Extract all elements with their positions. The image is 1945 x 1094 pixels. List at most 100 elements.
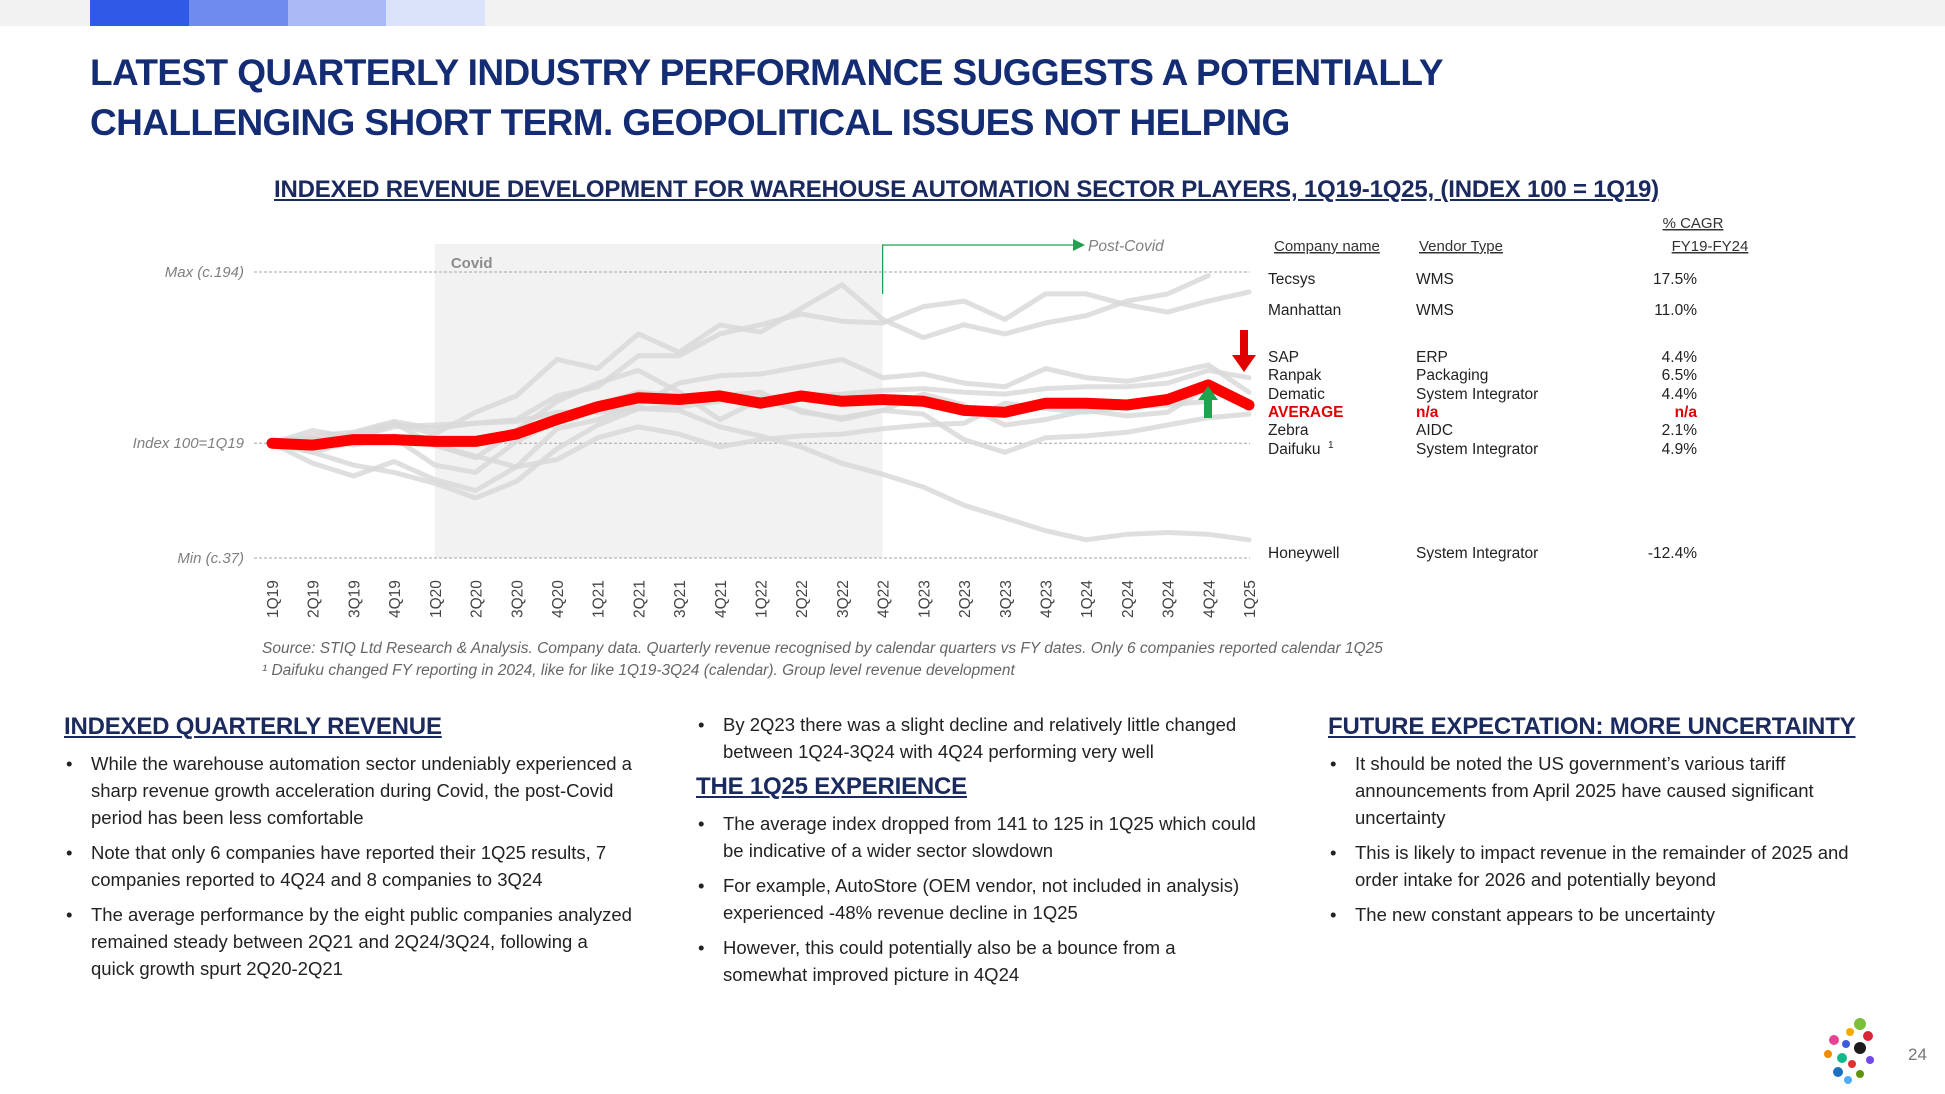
page-title: LATEST QUARTERLY INDUSTRY PERFORMANCE SU…: [90, 48, 1590, 148]
x-tick-label: 4Q20: [550, 580, 567, 618]
x-tick-label: 4Q23: [1038, 580, 1055, 618]
legend-company-name: Zebra: [1268, 422, 1309, 439]
x-tick-label: 4Q24: [1201, 580, 1218, 618]
legend-cagr-value: 11.0%: [1654, 302, 1697, 319]
right-bullet: The new constant appears to be uncertain…: [1328, 901, 1868, 928]
post-covid-bracket: [881, 244, 1075, 294]
x-tick-label: 3Q20: [509, 580, 526, 618]
page-title-line-1: LATEST QUARTERLY INDUSTRY PERFORMANCE SU…: [90, 52, 1444, 93]
middle-bullet: For example, AutoStore (OEM vendor, not …: [696, 872, 1256, 926]
series-line-honeywell: [269, 406, 1252, 543]
top-accent-bar: [0, 0, 1945, 26]
legend-company-name: AVERAGE: [1268, 404, 1344, 421]
legend-cagr-value: 6.5%: [1662, 367, 1698, 384]
chart-title: INDEXED REVENUE DEVELOPMENT FOR WAREHOUS…: [274, 176, 1659, 203]
indexed-revenue-chart: Covid Max (c.194) Index 100=1Q19 Min (c.37)…: [133, 215, 1749, 618]
legend-company-name: SAP: [1268, 349, 1299, 366]
post-covid-label: Post-Covid: [1088, 238, 1165, 255]
legend-vendor-type: System Integrator: [1416, 545, 1538, 562]
x-tick-label: 1Q19: [265, 580, 282, 618]
legend-vendor-type: AIDC: [1416, 422, 1453, 439]
left-column-heading: INDEXED QUARTERLY REVENUE: [64, 713, 442, 740]
source-line-1: Source: STIQ Ltd Research & Analysis. Co…: [262, 640, 1383, 657]
x-tick-label: 2Q19: [306, 580, 323, 618]
accent-segment: [189, 0, 288, 26]
legend-vendor-type: n/a: [1416, 404, 1439, 421]
legend-vendor-type: WMS: [1416, 271, 1454, 288]
left-bullet: Note that only 6 companies have reported…: [64, 839, 634, 893]
legend-vendor-type: ERP: [1416, 349, 1448, 366]
legend-company-name: Honeywell: [1268, 545, 1340, 562]
cagr-header-line-1: % CAGR: [1663, 215, 1724, 232]
cagr-header-line-2: FY19-FY24: [1672, 238, 1749, 255]
series-line-manhattan: [269, 289, 1252, 446]
x-tick-label: 3Q21: [672, 580, 689, 618]
post-covid-arrow-icon: [1073, 239, 1085, 251]
x-tick-label: 2Q23: [957, 580, 974, 618]
source-note: Source: STIQ Ltd Research & Analysis. Co…: [262, 638, 1383, 682]
page-number: 24: [1908, 1045, 1927, 1064]
accent-segment: [288, 0, 386, 26]
up-arrow-icon: [1198, 386, 1218, 418]
x-tick-label: 2Q22: [794, 580, 811, 618]
legend-vendor-type: System Integrator: [1416, 441, 1538, 458]
middle-top-bullet: By 2Q23 there was a slight decline and r…: [696, 711, 1256, 765]
legend-vendor-type: System Integrator: [1416, 386, 1538, 403]
middle-column-heading: THE 1Q25 EXPERIENCE: [696, 773, 967, 800]
legend-cagr-value: 2.1%: [1662, 422, 1698, 439]
legend-cagr-value: 4.4%: [1662, 349, 1698, 366]
x-tick-label: 2Q24: [1120, 580, 1137, 618]
reference-line-label: Max (c.194): [165, 264, 244, 281]
vendor-type-header: Vendor Type: [1419, 238, 1503, 255]
legend-company-name: Dematic: [1268, 386, 1325, 403]
legend-company-name: Ranpak: [1268, 367, 1322, 384]
x-tick-label: 1Q22: [754, 580, 771, 618]
covid-region-label: Covid: [451, 255, 493, 272]
x-tick-label: 3Q24: [1161, 580, 1178, 618]
accent-segment: [90, 0, 189, 26]
legend-vendor-type: WMS: [1416, 302, 1454, 319]
left-bullet: The average performance by the eight pub…: [64, 901, 634, 982]
legend-company-name: Daifuku: [1268, 441, 1321, 458]
company-name-header: Company name: [1274, 238, 1380, 255]
x-tick-label: 4Q19: [387, 580, 404, 618]
x-tick-label: 3Q22: [835, 580, 852, 618]
down-arrow-icon: [1232, 330, 1256, 372]
series-line-dematic: [269, 356, 1252, 494]
x-tick-label: 1Q20: [428, 580, 445, 618]
legend-cagr-value: n/a: [1675, 404, 1698, 421]
legend-cagr-value: 4.4%: [1662, 386, 1698, 403]
right-bullet: It should be noted the US government’s v…: [1328, 750, 1868, 831]
legend-vendor-type: Packaging: [1416, 367, 1488, 384]
x-tick-label: 3Q23: [998, 580, 1015, 618]
x-tick-label: 1Q25: [1242, 580, 1259, 618]
right-bullet: This is likely to impact revenue in the …: [1328, 839, 1868, 893]
x-tick-label: 4Q21: [713, 580, 730, 618]
left-bullet: While the warehouse automation sector un…: [64, 750, 634, 831]
reference-line-label: Index 100=1Q19: [133, 435, 245, 452]
middle-bullet: The average index dropped from 141 to 12…: [696, 810, 1256, 864]
legend-cagr-value: 4.9%: [1662, 441, 1698, 458]
right-column-heading: FUTURE EXPECTATION: MORE UNCERTAINTY: [1328, 713, 1856, 740]
series-line-zebra: [269, 389, 1252, 475]
x-tick-label: 2Q20: [469, 580, 486, 618]
x-tick-label: 1Q24: [1079, 580, 1096, 618]
legend-cagr-value: -12.4%: [1648, 545, 1697, 562]
legend-company-superscript: 1: [1328, 440, 1334, 451]
company-logo-icon: [1824, 1018, 1874, 1084]
legend-cagr-value: 17.5%: [1653, 271, 1697, 288]
x-tick-label: 2Q21: [631, 580, 648, 618]
source-line-2: ¹ Daifuku changed FY reporting in 2024, …: [262, 662, 1015, 679]
middle-bullet: However, this could potentially also be …: [696, 934, 1256, 988]
legend-company-name: Manhattan: [1268, 302, 1341, 319]
x-tick-label: 4Q22: [876, 580, 893, 618]
reference-line-label: Min (c.37): [177, 550, 244, 567]
legend-company-name: Tecsys: [1268, 271, 1316, 288]
left-column: INDEXED QUARTERLY REVENUE While the ware…: [64, 713, 634, 990]
middle-column: By 2Q23 there was a slight decline and r…: [696, 711, 1256, 996]
page-title-line-2: CHALLENGING SHORT TERM. GEOPOLITICAL ISS…: [90, 102, 1290, 143]
x-tick-label: 3Q19: [346, 580, 363, 618]
x-tick-label: 1Q23: [916, 580, 933, 618]
series-line-average: [266, 379, 1255, 451]
accent-segment: [386, 0, 485, 26]
